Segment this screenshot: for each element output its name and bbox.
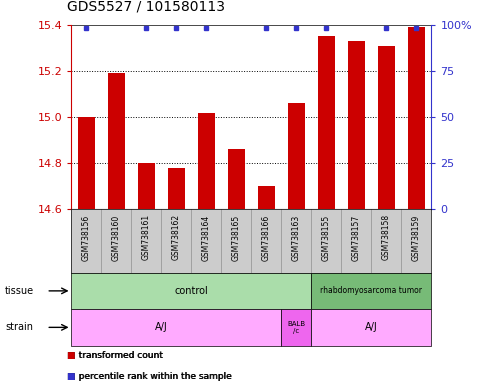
Bar [288, 103, 305, 209]
Bar [168, 168, 185, 209]
Bar [318, 36, 335, 209]
Text: GSM738158: GSM738158 [382, 214, 391, 260]
Text: ■ percentile rank within the sample: ■ percentile rank within the sample [67, 372, 231, 381]
Bar [312, 309, 431, 346]
Text: GSM738161: GSM738161 [142, 214, 151, 260]
Bar [408, 27, 424, 209]
Bar [198, 113, 214, 209]
Text: GSM738155: GSM738155 [322, 214, 331, 261]
Bar [378, 46, 394, 209]
Text: GSM738166: GSM738166 [262, 214, 271, 261]
Text: strain: strain [5, 322, 33, 333]
Text: control: control [175, 286, 209, 296]
Text: GSM738156: GSM738156 [82, 214, 91, 261]
Bar [312, 273, 431, 309]
Text: GSM738162: GSM738162 [172, 214, 181, 260]
Text: GSM738165: GSM738165 [232, 214, 241, 261]
Text: GSM738163: GSM738163 [292, 214, 301, 261]
Text: GDS5527 / 101580113: GDS5527 / 101580113 [67, 0, 224, 13]
Text: tissue: tissue [5, 286, 34, 296]
Text: GSM738159: GSM738159 [412, 214, 421, 261]
Text: A/J: A/J [155, 322, 168, 333]
Text: rhabdomyosarcoma tumor: rhabdomyosarcoma tumor [320, 286, 423, 295]
Text: transformed count: transformed count [79, 351, 163, 360]
Bar [228, 149, 245, 209]
Bar [78, 117, 95, 209]
Bar [108, 73, 125, 209]
Text: ■ transformed count: ■ transformed count [67, 351, 162, 360]
Text: ■: ■ [67, 351, 75, 360]
Bar [258, 186, 275, 209]
Text: GSM738157: GSM738157 [352, 214, 361, 261]
Text: A/J: A/J [365, 322, 378, 333]
Bar [71, 309, 282, 346]
Text: GSM738160: GSM738160 [112, 214, 121, 261]
Text: BALB
/c: BALB /c [287, 321, 306, 334]
Bar [282, 309, 312, 346]
Bar [71, 273, 312, 309]
Text: GSM738164: GSM738164 [202, 214, 211, 261]
Bar [348, 41, 365, 209]
Text: ■: ■ [67, 372, 75, 381]
Text: percentile rank within the sample: percentile rank within the sample [79, 372, 232, 381]
Bar [138, 163, 155, 209]
